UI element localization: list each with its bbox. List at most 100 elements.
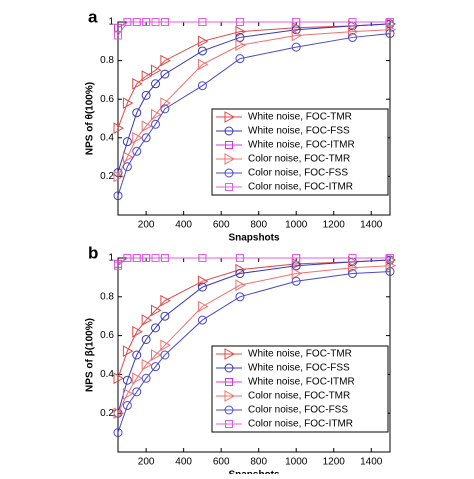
y-tick-label: 0.4 <box>100 132 114 143</box>
data-point <box>160 104 170 114</box>
data-point <box>235 39 246 52</box>
legend-label: White noise, FOC-TMR <box>248 349 352 360</box>
series-line <box>117 23 391 173</box>
legend-label: Color noise, FOC-ITMR <box>248 419 353 430</box>
data-point <box>235 263 246 276</box>
data-point <box>122 375 132 385</box>
x-tick-label: 1200 <box>323 220 346 231</box>
legend-marker <box>225 420 233 428</box>
x-tick-label: 1200 <box>323 457 346 468</box>
legend-label: White noise, FOC-ITMR <box>248 377 355 388</box>
series-line <box>117 29 391 177</box>
legend-marker <box>224 126 234 136</box>
x-tick-label: 600 <box>213 220 230 231</box>
data-point <box>197 58 209 71</box>
data-point <box>385 29 395 39</box>
data-point <box>235 18 244 26</box>
legend-label: Color noise, FOC-TMR <box>248 154 350 165</box>
data-point <box>114 31 122 40</box>
data-point <box>113 428 123 438</box>
x-axis-label: Snapshots <box>228 470 280 474</box>
x-tick-label: 600 <box>213 457 230 468</box>
legend-label: White noise, FOC-TMR <box>248 112 352 123</box>
data-point <box>347 32 357 42</box>
x-tick-label: 200 <box>138 457 155 468</box>
y-tick-label: 0.2 <box>100 408 114 419</box>
data-point <box>348 18 357 26</box>
series-line <box>117 33 391 196</box>
data-point <box>197 35 209 48</box>
data-point <box>291 267 303 280</box>
legend-label: Color noise, FOC-FSS <box>248 405 348 416</box>
data-point <box>197 282 207 292</box>
x-axis-label: Snapshots <box>228 233 280 244</box>
data-point <box>348 254 357 262</box>
x-tick-label: 1400 <box>360 457 383 468</box>
data-point <box>141 314 153 326</box>
series-line <box>117 271 391 433</box>
data-point <box>142 18 151 26</box>
legend-marker <box>224 153 236 165</box>
data-point <box>132 350 142 360</box>
data-point <box>291 29 303 42</box>
legend-marker <box>224 111 236 123</box>
legend-label: Color noise, FOC-TMR <box>248 391 350 402</box>
data-point <box>141 90 151 100</box>
data-point <box>141 373 151 383</box>
data-point <box>160 54 171 67</box>
data-point <box>122 387 134 400</box>
data-point <box>197 315 207 325</box>
data-point <box>197 275 209 288</box>
data-point <box>132 77 143 90</box>
x-tick-label: 800 <box>250 220 267 231</box>
data-point <box>386 254 394 262</box>
x-tick-label: 1000 <box>285 220 308 231</box>
y-tick-label: 0.4 <box>100 369 114 380</box>
data-point <box>160 69 170 79</box>
series-line <box>117 259 391 379</box>
data-point <box>122 345 134 357</box>
legend-marker <box>224 363 234 373</box>
data-point <box>122 137 132 147</box>
data-point <box>122 151 134 163</box>
data-point <box>141 133 151 143</box>
data-point <box>132 108 142 118</box>
y-axis-label: NPS of θ(100%) <box>85 82 96 155</box>
y-tick-label: 1 <box>108 253 114 264</box>
data-point <box>151 349 162 361</box>
data-point <box>386 18 394 26</box>
y-tick-label: 0.8 <box>100 55 114 66</box>
data-point <box>113 372 125 385</box>
legend-box <box>211 108 389 196</box>
data-point <box>151 362 161 372</box>
data-point <box>113 191 123 201</box>
series-line <box>117 259 391 414</box>
data-point <box>198 18 207 26</box>
data-point <box>235 292 245 302</box>
data-point <box>291 276 301 286</box>
data-point <box>235 25 246 38</box>
y-tick-label: 1 <box>108 17 114 28</box>
data-point <box>151 119 161 129</box>
y-axis-label: NPS of β(100%) <box>85 318 96 392</box>
data-point <box>123 254 132 262</box>
data-point <box>122 400 132 410</box>
data-point <box>197 46 207 56</box>
legend-marker <box>225 378 233 386</box>
data-point <box>114 261 122 270</box>
data-point <box>235 254 244 262</box>
data-point <box>292 254 301 262</box>
data-point <box>151 323 161 333</box>
data-point <box>197 300 209 313</box>
y-tick-label: 0.6 <box>100 94 114 105</box>
data-point <box>235 279 246 292</box>
data-point <box>141 358 153 371</box>
data-point <box>347 269 357 279</box>
data-point <box>291 42 301 52</box>
data-point <box>160 311 170 321</box>
panel-label: b <box>88 243 98 262</box>
data-point <box>235 32 245 42</box>
legend-label: White noise, FOC-FSS <box>248 363 350 374</box>
data-point <box>385 259 397 272</box>
